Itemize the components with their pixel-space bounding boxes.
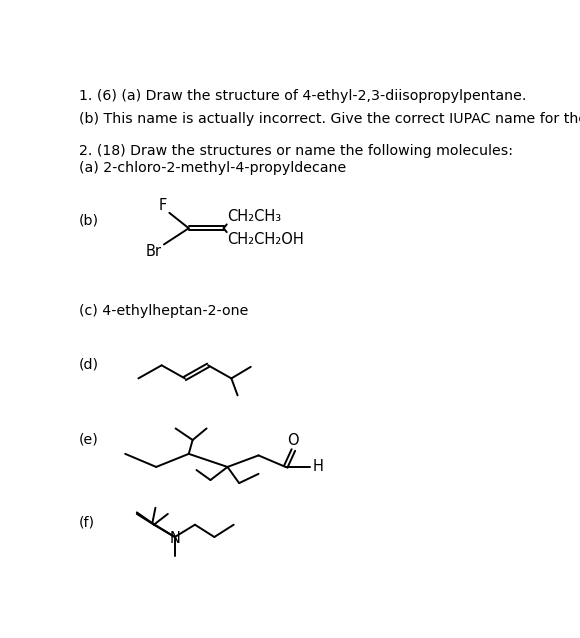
Text: CH₂CH₂OH: CH₂CH₂OH: [227, 232, 303, 247]
Text: 2. (18) Draw the structures or name the following molecules:: 2. (18) Draw the structures or name the …: [79, 144, 513, 158]
Text: (a) 2-chloro-2-methyl-4-propyldecane: (a) 2-chloro-2-methyl-4-propyldecane: [79, 161, 346, 175]
Text: 1. (6) (a) Draw the structure of 4-ethyl-2,3-diisopropylpentane.: 1. (6) (a) Draw the structure of 4-ethyl…: [79, 89, 526, 103]
Text: H: H: [313, 459, 324, 475]
Text: CH₂CH₃: CH₂CH₃: [227, 209, 281, 225]
Text: (d): (d): [79, 358, 99, 371]
Text: (e): (e): [79, 433, 99, 447]
Text: (f): (f): [79, 516, 95, 530]
Text: (c) 4-ethylheptan-2-one: (c) 4-ethylheptan-2-one: [79, 304, 248, 318]
Text: N: N: [169, 531, 180, 546]
Text: Br: Br: [146, 244, 162, 260]
Text: (b) This name is actually incorrect. Give the correct IUPAC name for the above m: (b) This name is actually incorrect. Giv…: [79, 112, 580, 126]
Text: F: F: [159, 198, 167, 213]
Text: O: O: [288, 433, 299, 448]
Text: (b): (b): [79, 214, 99, 228]
